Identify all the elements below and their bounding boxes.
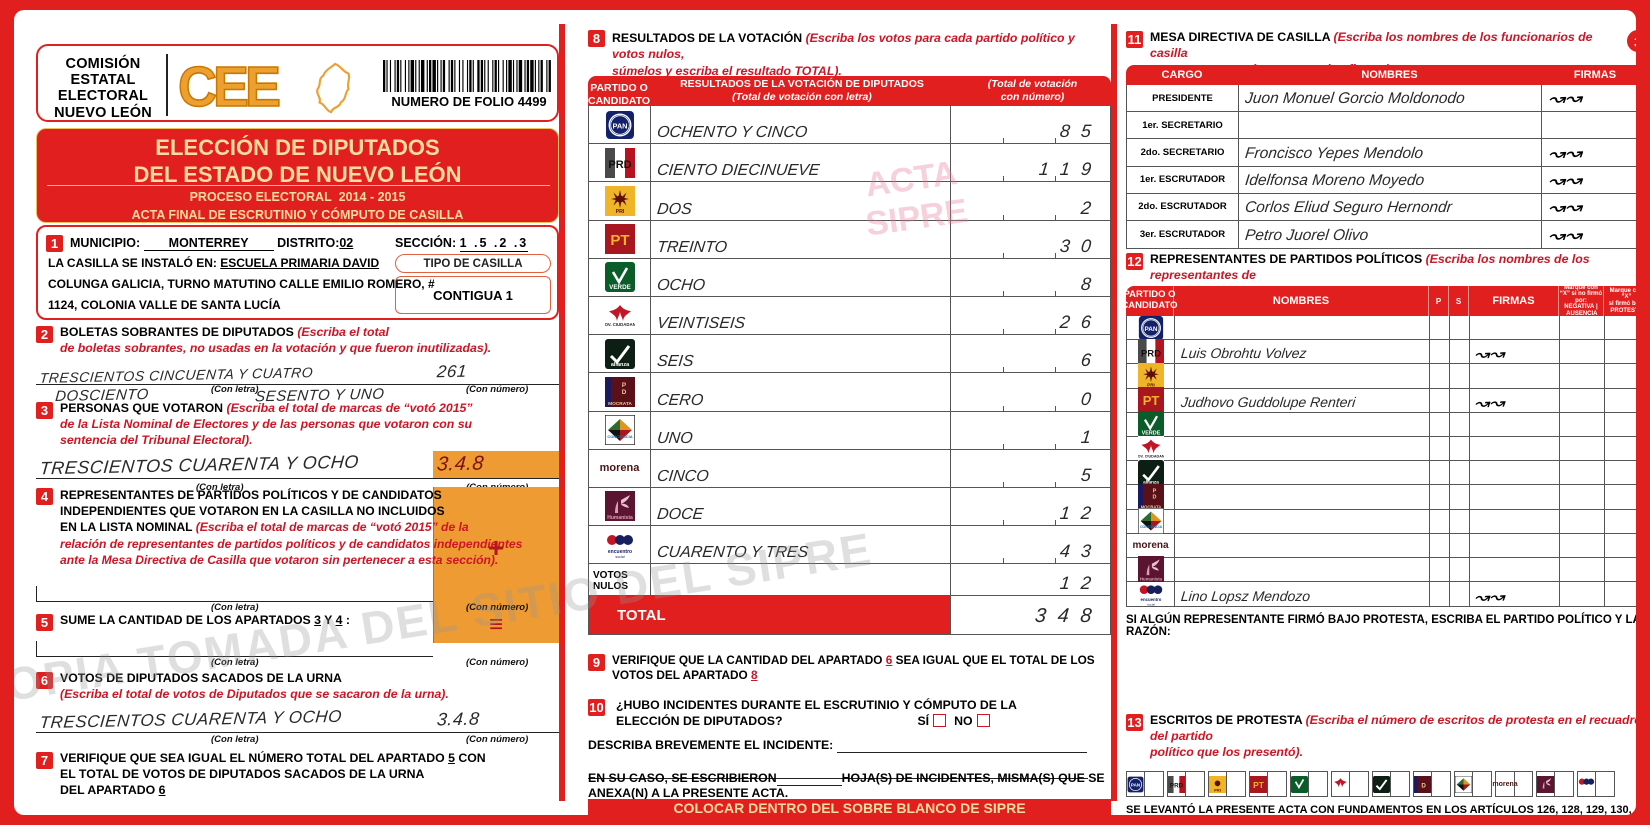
svg-text:D: D — [1152, 495, 1156, 501]
svg-text:Humanista: Humanista — [607, 515, 633, 521]
svg-text:P: P — [621, 382, 625, 389]
svg-text:PT: PT — [1253, 779, 1265, 789]
svg-text:social: social — [1147, 602, 1155, 606]
svg-text:CONCIENCIA: CONCIENCIA — [607, 434, 632, 439]
svg-text:PRD: PRD — [1140, 348, 1160, 359]
svg-text:PRI: PRI — [615, 209, 624, 215]
svg-text:CONCIENCIA: CONCIENCIA — [1140, 525, 1162, 529]
svg-text:VERDE: VERDE — [609, 284, 631, 291]
svg-text:PAN: PAN — [1144, 325, 1157, 332]
svg-text:P: P — [1152, 489, 1156, 495]
svg-text:MOV. CIUDADANO: MOV. CIUDADANO — [1138, 454, 1164, 458]
svg-text:social: social — [615, 555, 624, 559]
svg-text:MOV. CIUDADANO: MOV. CIUDADANO — [605, 322, 635, 327]
svg-text:PT: PT — [1142, 393, 1159, 408]
svg-text:PRD: PRD — [608, 159, 631, 171]
svg-text:PRI: PRI — [1214, 787, 1221, 792]
svg-text:D: D — [1421, 782, 1426, 789]
svg-text:alianza: alianza — [610, 362, 629, 368]
svg-text:PAN: PAN — [612, 121, 627, 130]
svg-text:PRD: PRD — [1170, 782, 1184, 789]
svg-text:D: D — [621, 389, 626, 396]
svg-text:encuentro: encuentro — [1140, 597, 1161, 602]
svg-text:MOCRATA: MOCRATA — [608, 401, 632, 407]
svg-text:PAN: PAN — [1131, 782, 1140, 787]
svg-text:PT: PT — [610, 232, 629, 249]
